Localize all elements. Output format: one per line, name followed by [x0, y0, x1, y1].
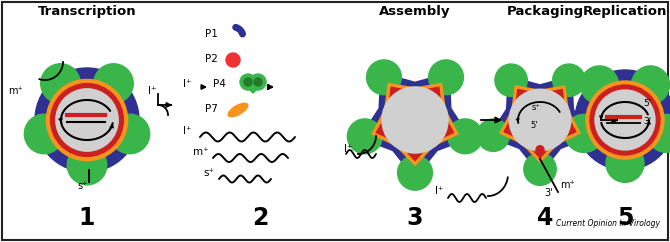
- Polygon shape: [372, 83, 458, 165]
- Circle shape: [429, 60, 464, 95]
- Text: P4: P4: [213, 79, 226, 89]
- Text: s⁺: s⁺: [203, 168, 214, 178]
- Circle shape: [536, 146, 544, 154]
- Circle shape: [56, 89, 118, 151]
- Text: 2: 2: [252, 206, 268, 230]
- Circle shape: [51, 83, 123, 156]
- Circle shape: [240, 74, 256, 90]
- Text: 5: 5: [617, 206, 633, 230]
- Text: 3: 3: [407, 206, 423, 230]
- Polygon shape: [360, 73, 470, 178]
- Text: 1: 1: [79, 206, 95, 230]
- Text: P7: P7: [205, 104, 218, 114]
- Text: 3': 3': [544, 188, 553, 198]
- Circle shape: [366, 60, 401, 95]
- Circle shape: [509, 89, 571, 151]
- Circle shape: [571, 119, 603, 151]
- Circle shape: [67, 145, 107, 185]
- Text: Replication: Replication: [583, 5, 667, 18]
- Circle shape: [226, 53, 240, 67]
- Circle shape: [348, 119, 382, 154]
- Circle shape: [244, 78, 252, 86]
- Circle shape: [397, 155, 432, 190]
- Text: Assembly: Assembly: [379, 5, 451, 18]
- Circle shape: [590, 85, 660, 155]
- Circle shape: [575, 70, 670, 170]
- Polygon shape: [504, 90, 576, 158]
- Circle shape: [586, 81, 664, 159]
- Polygon shape: [241, 82, 265, 93]
- Polygon shape: [488, 76, 592, 174]
- Text: P1: P1: [205, 29, 218, 39]
- Text: 5': 5': [643, 99, 651, 108]
- Text: m⁺: m⁺: [8, 86, 23, 96]
- Circle shape: [24, 114, 64, 154]
- Circle shape: [254, 78, 262, 86]
- Circle shape: [250, 74, 266, 90]
- Text: s⁺: s⁺: [78, 181, 88, 191]
- Circle shape: [595, 90, 655, 150]
- Circle shape: [35, 68, 139, 172]
- Text: l⁺: l⁺: [183, 126, 192, 136]
- Text: l⁺: l⁺: [148, 86, 157, 96]
- Circle shape: [46, 79, 127, 160]
- Polygon shape: [500, 86, 580, 162]
- Text: 3': 3': [643, 117, 651, 126]
- Text: s⁺: s⁺: [532, 103, 541, 112]
- Circle shape: [647, 114, 670, 152]
- Circle shape: [524, 153, 556, 185]
- Ellipse shape: [228, 103, 248, 117]
- Circle shape: [41, 64, 80, 103]
- Text: Transcription: Transcription: [38, 5, 136, 18]
- Circle shape: [382, 87, 448, 153]
- Circle shape: [448, 119, 482, 154]
- Circle shape: [94, 64, 133, 103]
- Circle shape: [580, 66, 618, 104]
- Text: 5': 5': [530, 121, 537, 130]
- Text: m⁺: m⁺: [193, 147, 208, 157]
- Text: l⁺: l⁺: [435, 186, 444, 196]
- Circle shape: [477, 119, 509, 151]
- Polygon shape: [377, 87, 454, 161]
- Circle shape: [110, 114, 149, 154]
- Text: 4: 4: [537, 206, 553, 230]
- Circle shape: [495, 64, 527, 97]
- Circle shape: [606, 144, 644, 182]
- Text: Current Opinion in Virology: Current Opinion in Virology: [556, 219, 660, 228]
- Text: l⁺: l⁺: [183, 79, 192, 89]
- Text: P2: P2: [205, 54, 218, 64]
- Circle shape: [553, 64, 585, 97]
- Text: Packaging: Packaging: [507, 5, 584, 18]
- Text: l⁺: l⁺: [344, 144, 352, 154]
- Text: m⁺: m⁺: [560, 180, 575, 190]
- Circle shape: [565, 114, 603, 152]
- Circle shape: [632, 66, 669, 104]
